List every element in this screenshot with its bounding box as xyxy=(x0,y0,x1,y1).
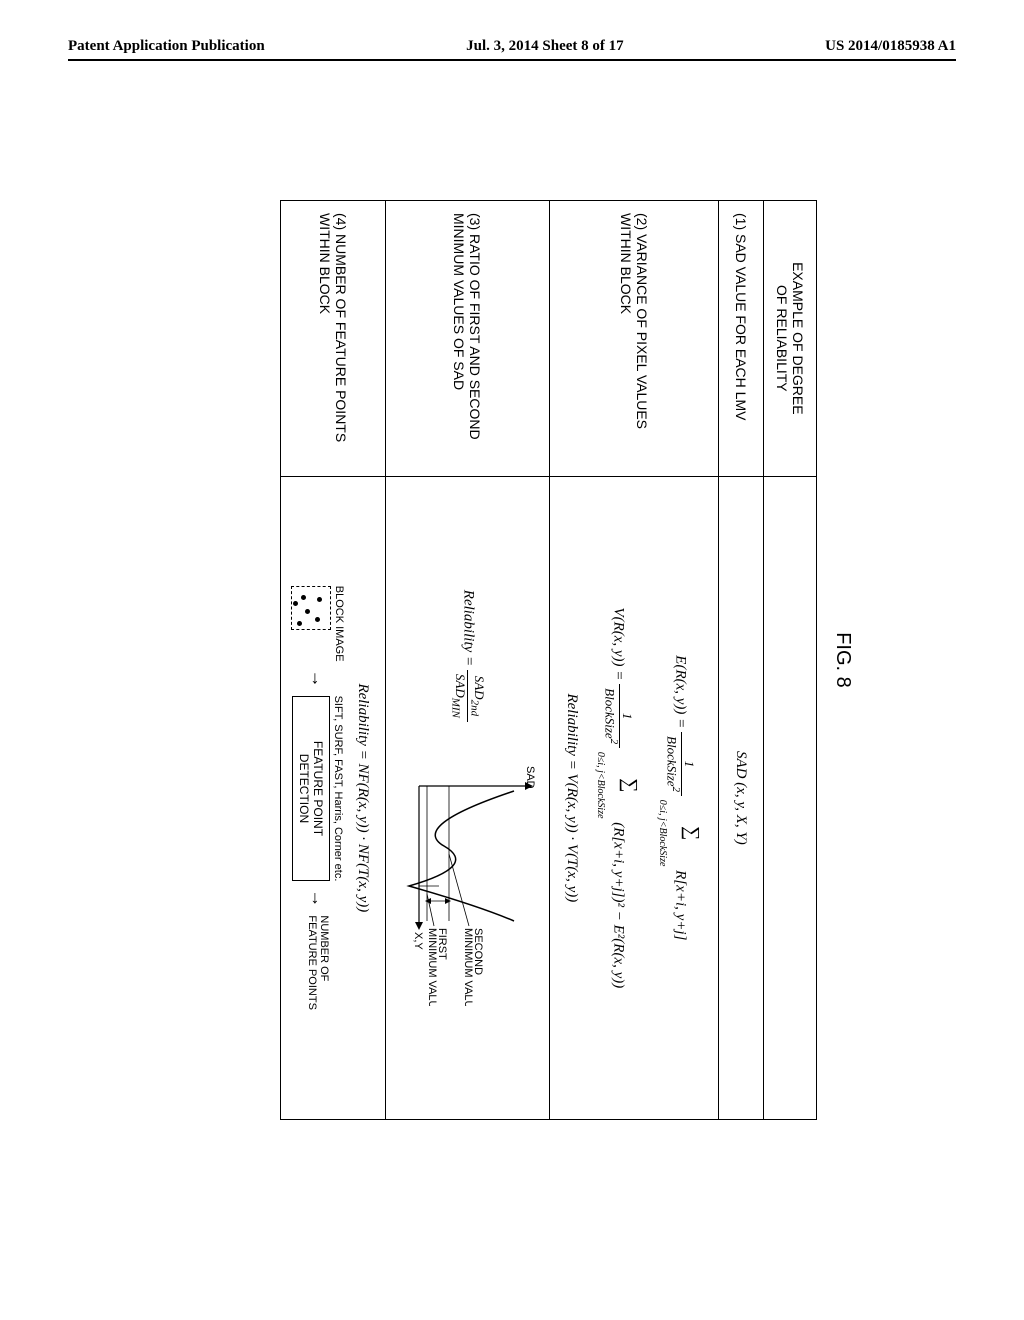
row-formula: Reliability = SAD2nd SADMIN xyxy=(386,476,550,1119)
header-left: Patent Application Publication xyxy=(68,38,265,55)
table-row: (4) NUMBER OF FEATURE POINTS WITHIN BLOC… xyxy=(281,201,386,1120)
table-row: (1) SAD VALUE FOR EACH LMV SAD (x, y, X,… xyxy=(719,201,764,1120)
table-header-cell: EXAMPLE OF DEGREE OF RELIABILITY xyxy=(764,201,817,477)
sigma-icon: ∑ xyxy=(681,826,703,840)
block-image-icon xyxy=(291,586,331,630)
y-axis-label: SAD xyxy=(524,766,536,789)
block-image-label: BLOCK IMAGE xyxy=(333,586,345,662)
fraction: 1 BlockSize2 xyxy=(602,684,634,748)
sad-plot-svg: SAD X,Y SECOND MINIMUM VALUE FIRST MINIM… xyxy=(399,766,539,1006)
methods-label: SIFT, SURF, FAST, Harris, Corner etc. xyxy=(332,696,344,882)
page-header: Patent Application Publication Jul. 3, 2… xyxy=(68,38,956,61)
arrow-right-icon: → xyxy=(308,670,329,688)
arrow-right-icon: → xyxy=(308,889,329,907)
sigma-icon: ∑ xyxy=(619,778,641,792)
header-center: Jul. 3, 2014 Sheet 8 of 17 xyxy=(466,38,624,55)
row-label: (4) NUMBER OF FEATURE POINTS WITHIN BLOC… xyxy=(281,201,386,477)
eq-V-lhs: V(R(x, y)) = xyxy=(611,607,627,680)
table-row: (3) RATIO OF FIRST AND SECOND MINIMUM VA… xyxy=(386,201,550,1120)
fraction: 1 BlockSize2 xyxy=(664,732,696,796)
second-min-label: SECOND MINIMUM VALUE xyxy=(462,928,484,1006)
table-header-row: EXAMPLE OF DEGREE OF RELIABILITY xyxy=(764,201,817,1120)
row-label: (3) RATIO OF FIRST AND SECOND MINIMUM VA… xyxy=(386,201,550,477)
sad-curve-plot: SAD X,Y SECOND MINIMUM VALUE FIRST MINIM… xyxy=(396,766,539,1006)
row-formula: SAD (x, y, X, Y) xyxy=(719,476,764,1119)
row-formula: E(R(x, y)) = 1 BlockSize2 ∑ 0≤i, j<Block… xyxy=(550,476,719,1119)
sad-formula: SAD (x, y, X, Y) xyxy=(729,489,753,1107)
first-min-label: FIRST MINIMUM VALUE xyxy=(426,928,448,1006)
variance-formula: E(R(x, y)) = 1 BlockSize2 ∑ 0≤i, j<Block… xyxy=(560,489,708,1107)
reliability-table: EXAMPLE OF DEGREE OF RELIABILITY (1) SAD… xyxy=(280,200,817,1120)
feature-detection-box: FEATURE POINT DETECTION xyxy=(292,696,331,882)
x-axis-label: X,Y xyxy=(412,932,424,950)
table-row: (2) VARIANCE OF PIXEL VALUES WITHIN BLOC… xyxy=(550,201,719,1120)
figure-8: FIG. 8 EXAMPLE OF DEGREE OF RELIABILITY … xyxy=(52,318,972,1002)
table-header-blank xyxy=(764,476,817,1119)
fraction: SAD2nd SADMIN xyxy=(449,670,485,722)
row-formula: Reliability = NF(R(x, y)) · NF(T(x, y)) … xyxy=(281,476,386,1119)
row-label: (1) SAD VALUE FOR EACH LMV xyxy=(719,201,764,477)
header-right: US 2014/0185938 A1 xyxy=(825,38,956,55)
eq-reliability: Reliability = V(R(x, y)) · V(T(x, y)) xyxy=(560,489,584,1107)
ratio-formula: Reliability = SAD2nd SADMIN xyxy=(449,590,485,722)
eq-E-lhs: E(R(x, y)) = xyxy=(673,655,689,728)
row-label: (2) VARIANCE OF PIXEL VALUES WITHIN BLOC… xyxy=(550,201,719,477)
output-label: NUMBER OF FEATURE POINTS xyxy=(306,915,330,1010)
figure-label: FIG. 8 xyxy=(831,200,854,1120)
feature-detection-flow: BLOCK IMAGE → xyxy=(291,489,345,1107)
nf-formula: Reliability = NF(R(x, y)) · NF(T(x, y)) xyxy=(351,489,375,1107)
